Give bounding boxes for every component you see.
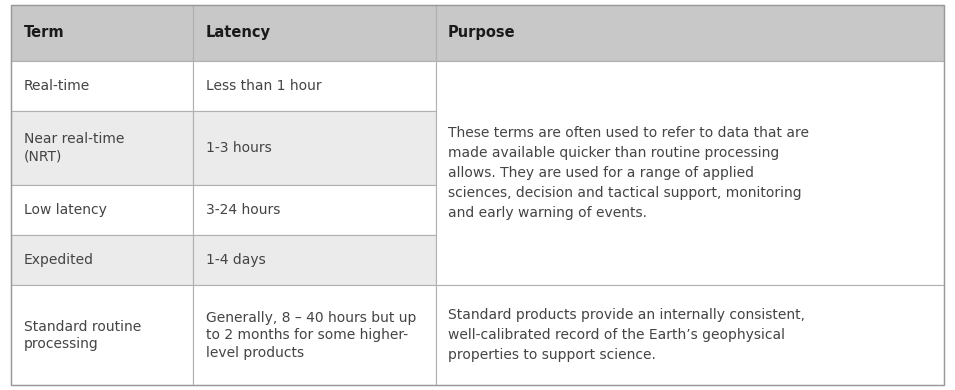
Text: Near real-time
(NRT): Near real-time (NRT) xyxy=(24,132,124,164)
Text: Standard routine
processing: Standard routine processing xyxy=(24,319,141,351)
Bar xyxy=(11,61,193,111)
Bar xyxy=(193,285,435,385)
Bar xyxy=(11,185,193,235)
Text: Standard products provide an internally consistent,
well-calibrated record of th: Standard products provide an internally … xyxy=(448,308,805,362)
Text: Less than 1 hour: Less than 1 hour xyxy=(205,79,321,93)
Text: Expedited: Expedited xyxy=(24,253,94,267)
Bar xyxy=(193,111,435,185)
Text: Real-time: Real-time xyxy=(24,79,90,93)
Text: Low latency: Low latency xyxy=(24,203,107,217)
Text: These terms are often used to refer to data that are
made available quicker than: These terms are often used to refer to d… xyxy=(448,126,809,220)
Text: 1-3 hours: 1-3 hours xyxy=(205,141,271,155)
Bar xyxy=(193,235,435,285)
Bar xyxy=(193,5,435,61)
Text: 1-4 days: 1-4 days xyxy=(205,253,265,267)
Bar xyxy=(435,285,944,385)
Bar xyxy=(193,61,435,111)
Text: 3-24 hours: 3-24 hours xyxy=(205,203,280,217)
Bar xyxy=(11,285,193,385)
Text: Generally, 8 – 40 hours but up
to 2 months for some higher-
level products: Generally, 8 – 40 hours but up to 2 mont… xyxy=(205,311,416,360)
Bar xyxy=(435,61,944,285)
Bar xyxy=(11,5,193,61)
Bar xyxy=(193,185,435,235)
Bar xyxy=(435,5,944,61)
Bar xyxy=(11,235,193,285)
Text: Latency: Latency xyxy=(205,25,270,40)
Text: Purpose: Purpose xyxy=(448,25,516,40)
Bar xyxy=(11,111,193,185)
Text: Term: Term xyxy=(24,25,65,40)
